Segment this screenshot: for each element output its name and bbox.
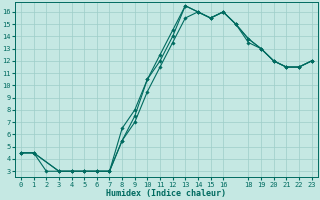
X-axis label: Humidex (Indice chaleur): Humidex (Indice chaleur) <box>106 189 226 198</box>
